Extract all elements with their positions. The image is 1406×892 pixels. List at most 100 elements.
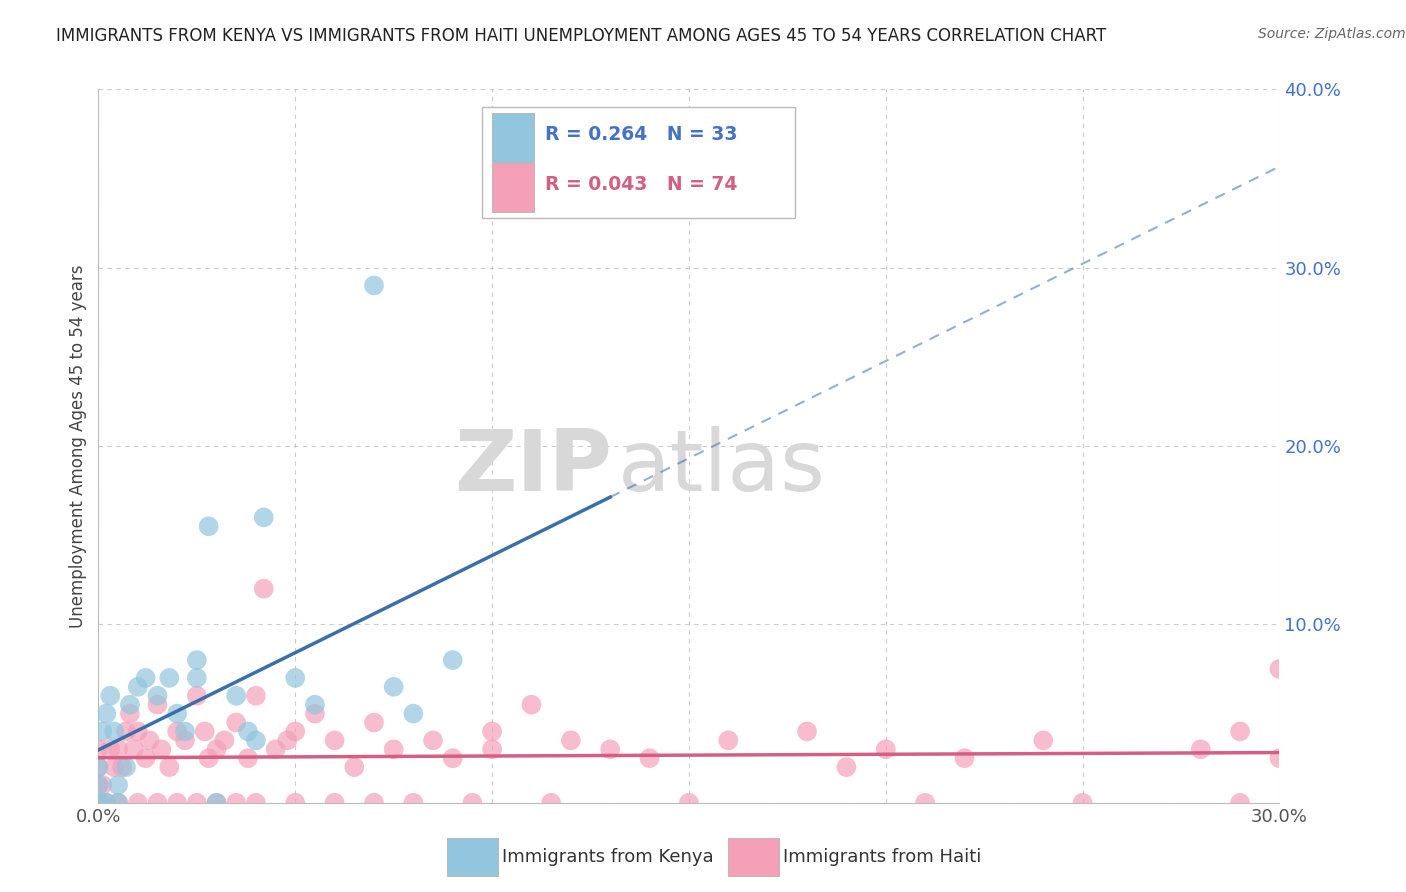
Point (135, 751, 157, 765)
Point (363, 715, 385, 730)
Point (304, 698, 326, 712)
Point (363, 278, 385, 293)
Point (638, 751, 661, 765)
FancyBboxPatch shape (492, 112, 534, 162)
Point (135, 671, 157, 685)
Point (96, 706, 118, 721)
Point (146, 796, 169, 810)
Point (96, 796, 118, 810)
Point (174, 724, 197, 739)
Point (87, 742, 110, 756)
Point (225, 796, 247, 810)
Point (107, 796, 129, 810)
Point (122, 742, 145, 756)
Point (205, 796, 228, 810)
Point (174, 733, 197, 747)
Point (1229, 724, 1251, 739)
Point (481, 724, 503, 739)
Point (245, 733, 267, 747)
Point (323, 796, 346, 810)
Point (796, 724, 818, 739)
Point (422, 733, 444, 747)
Point (186, 796, 208, 810)
Point (91, 778, 114, 792)
Point (560, 733, 582, 747)
Point (157, 671, 180, 685)
Point (284, 724, 307, 739)
Point (87, 760, 110, 774)
Text: R = 0.264   N = 33: R = 0.264 N = 33 (546, 125, 737, 144)
Point (284, 796, 307, 810)
Point (276, 733, 298, 747)
Point (115, 760, 138, 774)
Point (284, 671, 307, 685)
Point (304, 706, 326, 721)
Point (205, 742, 228, 756)
Point (118, 706, 141, 721)
Point (146, 698, 169, 712)
Point (441, 751, 464, 765)
Point (382, 742, 405, 756)
Point (520, 698, 543, 712)
Text: Source: ZipAtlas.com: Source: ZipAtlas.com (1258, 27, 1406, 41)
Point (678, 796, 700, 810)
Point (91, 796, 114, 810)
Point (197, 751, 219, 765)
Point (1071, 796, 1094, 810)
Point (107, 796, 129, 810)
Point (481, 742, 503, 756)
Text: IMMIGRANTS FROM KENYA VS IMMIGRANTS FROM HAITI UNEMPLOYMENT AMONG AGES 45 TO 54 : IMMIGRANTS FROM KENYA VS IMMIGRANTS FROM… (56, 27, 1107, 45)
Point (87, 760, 110, 774)
Point (236, 724, 259, 739)
Point (107, 778, 129, 792)
Point (127, 680, 149, 694)
Point (127, 796, 149, 810)
Point (87, 796, 110, 810)
Point (717, 733, 740, 747)
Point (236, 751, 259, 765)
Text: atlas: atlas (619, 425, 827, 509)
Point (115, 724, 138, 739)
Point (107, 742, 129, 756)
Text: Immigrants from Kenya: Immigrants from Kenya (502, 848, 714, 866)
Point (103, 760, 125, 774)
Point (118, 698, 141, 712)
Text: Immigrants from Haiti: Immigrants from Haiti (783, 848, 981, 866)
Point (245, 689, 267, 703)
Point (1268, 662, 1291, 676)
Point (1268, 751, 1291, 765)
Point (186, 689, 208, 703)
Point (157, 760, 180, 774)
Point (1032, 733, 1054, 747)
Point (166, 706, 188, 721)
Point (1189, 742, 1212, 756)
Point (96, 796, 118, 810)
Point (253, 510, 276, 524)
Point (127, 724, 149, 739)
Point (103, 724, 125, 739)
Point (343, 760, 366, 774)
Point (91, 724, 114, 739)
Point (98, 689, 121, 703)
Point (245, 796, 267, 810)
Point (461, 796, 484, 810)
Point (264, 742, 287, 756)
Point (87, 778, 110, 792)
Text: R = 0.043   N = 74: R = 0.043 N = 74 (546, 175, 737, 194)
Point (225, 715, 247, 730)
FancyBboxPatch shape (482, 107, 796, 218)
Point (363, 796, 385, 810)
Point (323, 733, 346, 747)
Point (953, 751, 976, 765)
Point (835, 760, 858, 774)
Point (205, 796, 228, 810)
Point (914, 796, 936, 810)
Point (253, 582, 276, 596)
Point (214, 733, 236, 747)
Point (402, 796, 425, 810)
Y-axis label: Unemployment Among Ages 45 to 54 years: Unemployment Among Ages 45 to 54 years (69, 264, 87, 628)
Point (150, 742, 173, 756)
Point (875, 742, 897, 756)
Point (186, 671, 208, 685)
Point (87, 778, 110, 792)
